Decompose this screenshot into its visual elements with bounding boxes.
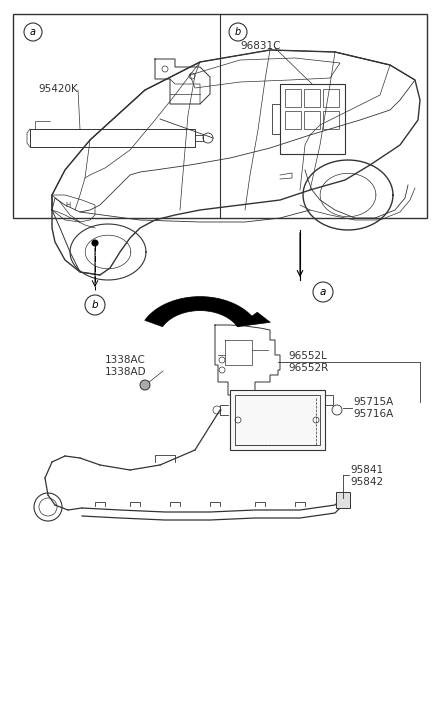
Bar: [336, 492, 350, 508]
Text: 96831C: 96831C: [240, 41, 280, 51]
Polygon shape: [145, 297, 255, 326]
Polygon shape: [237, 313, 270, 326]
Bar: [323, 89, 339, 107]
Text: a: a: [320, 287, 326, 297]
Text: 95420K: 95420K: [38, 84, 78, 94]
Bar: [304, 89, 320, 107]
Text: 1338AD: 1338AD: [105, 367, 146, 377]
Text: 96552L: 96552L: [288, 351, 327, 361]
Text: b: b: [92, 300, 98, 310]
Text: 1338AC: 1338AC: [105, 355, 146, 365]
Text: 96552R: 96552R: [288, 363, 328, 373]
Text: 95842: 95842: [350, 477, 383, 487]
Text: 95715A: 95715A: [353, 397, 393, 407]
Text: 95716A: 95716A: [353, 409, 393, 419]
Bar: [285, 89, 301, 107]
Bar: [323, 111, 339, 129]
Bar: [13, 14, 427, 218]
Bar: [230, 390, 325, 450]
Bar: [30, 129, 195, 147]
Text: H: H: [65, 202, 71, 208]
Circle shape: [92, 240, 98, 246]
Bar: [304, 111, 320, 129]
Circle shape: [140, 380, 150, 390]
Bar: [235, 395, 320, 445]
Text: 95841: 95841: [350, 465, 383, 475]
Text: b: b: [235, 27, 241, 37]
Bar: [285, 111, 301, 129]
Text: a: a: [30, 27, 36, 37]
Bar: [280, 84, 345, 154]
